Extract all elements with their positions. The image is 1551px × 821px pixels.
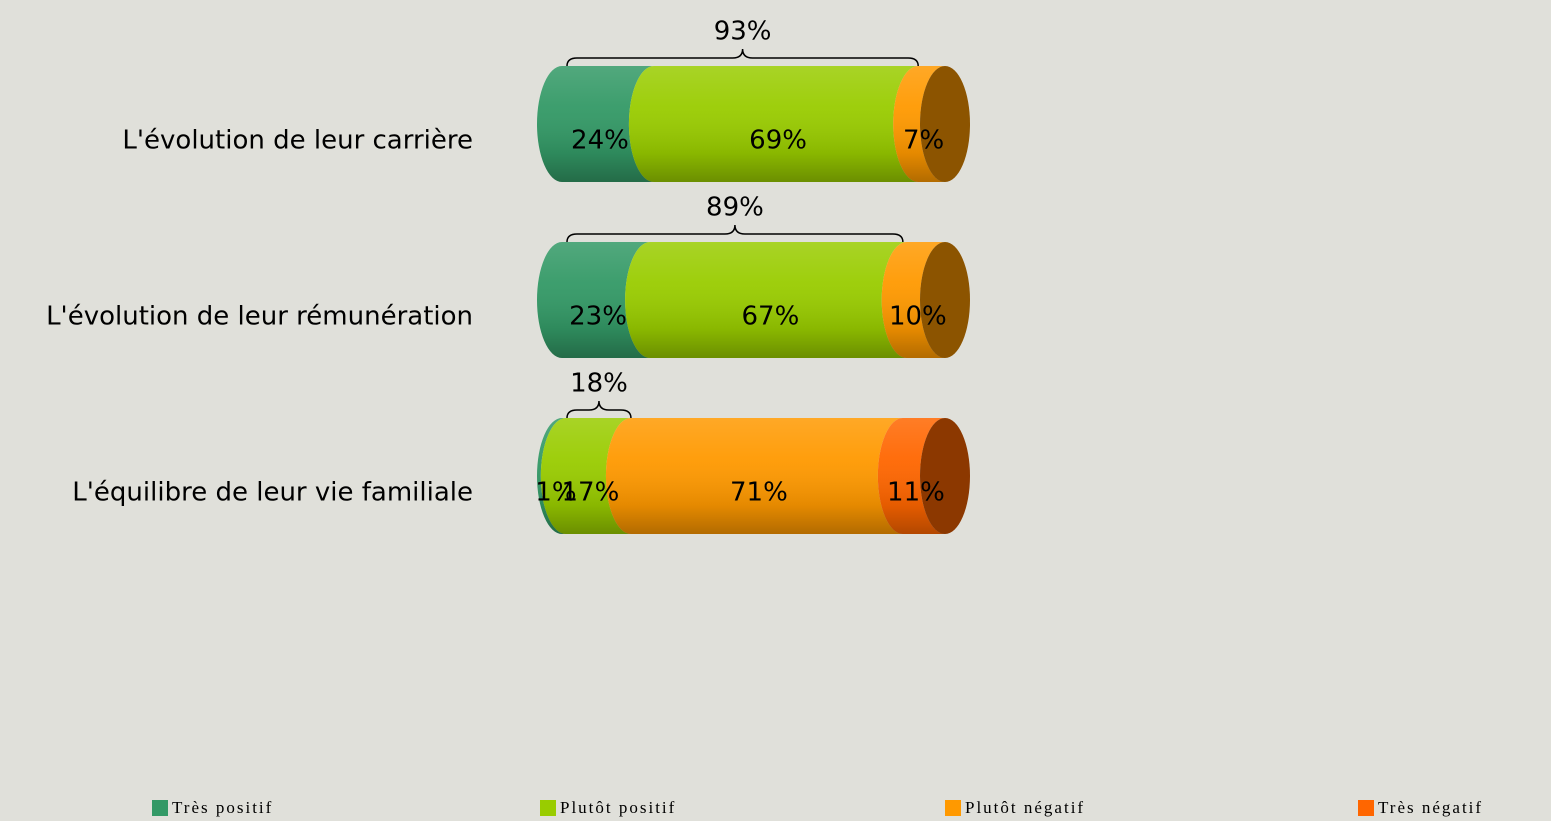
data-label: 11%	[887, 478, 945, 508]
legend-swatch	[1358, 800, 1374, 816]
legend-swatch	[540, 800, 556, 816]
shading	[537, 66, 945, 182]
cylinder-cap	[920, 418, 970, 534]
cylinder-cap	[920, 242, 970, 358]
data-label: 7%	[903, 126, 944, 156]
data-label: 24%	[571, 126, 629, 156]
legend-label: Plutôt négatif	[965, 798, 1085, 817]
shading	[537, 418, 945, 534]
data-label: 1%	[535, 478, 576, 508]
category-label: L'évolution de leur rémunération	[46, 302, 473, 332]
data-label: 71%	[730, 478, 788, 508]
data-label: 23%	[569, 302, 627, 332]
legend-label: Plutôt positif	[560, 798, 676, 817]
legend-label: Très négatif	[1378, 798, 1483, 817]
total-brace	[566, 224, 904, 243]
shading	[537, 242, 945, 358]
total-brace	[566, 400, 632, 419]
legend-label: Très positif	[172, 798, 273, 817]
data-label: 67%	[741, 302, 799, 332]
legend-swatch	[945, 800, 961, 816]
data-label: 17%	[561, 478, 619, 508]
cylinder-cap	[920, 66, 970, 182]
data-label: 69%	[749, 126, 807, 156]
total-brace	[566, 48, 919, 67]
total-label: 18%	[570, 369, 628, 399]
category-label: L'équilibre de leur vie familiale	[72, 478, 473, 508]
data-label: 10%	[889, 302, 947, 332]
legend-swatch	[152, 800, 168, 816]
total-label: 93%	[714, 17, 772, 47]
total-label: 89%	[706, 193, 764, 223]
category-label: L'évolution de leur carrière	[122, 126, 473, 156]
